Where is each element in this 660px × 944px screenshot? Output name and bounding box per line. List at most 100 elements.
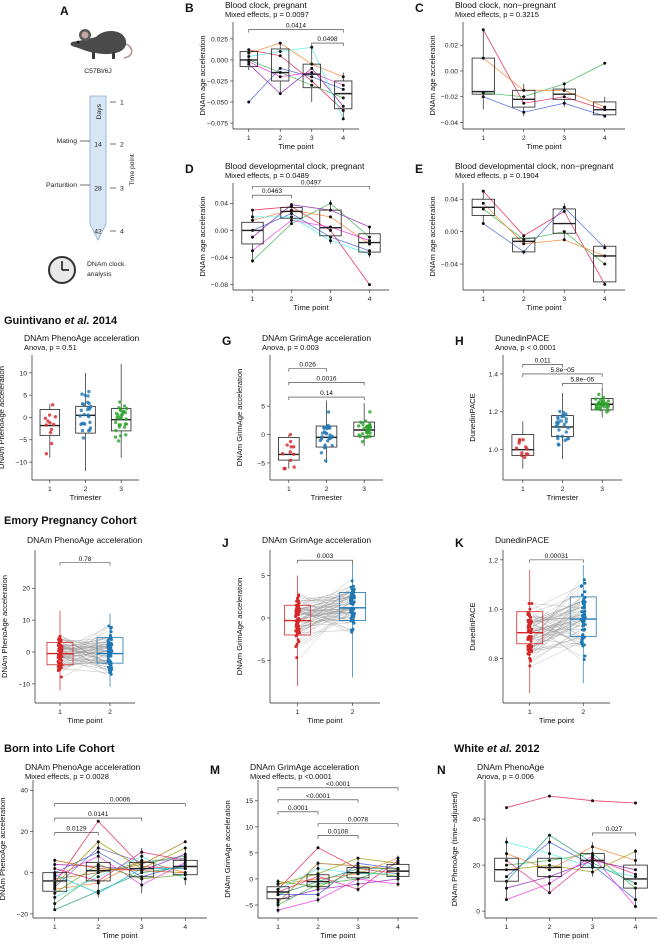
x-axis-label: Time point [320, 931, 356, 940]
data-point [522, 95, 526, 99]
data-point [526, 630, 530, 634]
paired-line [62, 637, 108, 652]
data-point [323, 445, 327, 449]
significance-bracket: 0.0108 [317, 829, 359, 839]
chart-title: DNAm GrimAge acceleration [250, 762, 359, 772]
data-point [505, 886, 508, 890]
data-point [341, 108, 345, 112]
data-point [310, 79, 314, 83]
bracket-line [277, 787, 399, 791]
chart-panel-e: E Blood developmental clock, non−pregnant… [415, 161, 625, 312]
panel-letter: K [455, 536, 464, 550]
data-point [251, 228, 254, 232]
x-axis-label: Time point [67, 716, 103, 725]
data-point [310, 71, 314, 75]
data-point [350, 630, 354, 634]
data-point [579, 584, 583, 588]
data-point [292, 465, 296, 469]
data-point [96, 850, 100, 854]
data-point [396, 861, 400, 865]
data-point [350, 579, 354, 583]
box-iqr [75, 405, 96, 434]
y-tick-label: 0.04 [445, 197, 458, 204]
data-point [109, 633, 113, 637]
data-point [601, 403, 605, 407]
data-point [505, 875, 508, 879]
bracket-label: 5.8e−05 [550, 367, 574, 374]
subject-trajectory [506, 841, 636, 900]
data-point [59, 639, 63, 643]
box-iqr [271, 48, 290, 82]
chart-title: DNAm GrimAge acceleration [262, 333, 371, 343]
x-tick-label: 1 [287, 486, 291, 493]
data-point [356, 864, 360, 868]
subject-trajectory [54, 851, 186, 878]
data-point [110, 667, 114, 671]
chart-panel-d: D Blood developmental clock, pregnantMixe… [185, 161, 389, 312]
data-point [117, 423, 121, 427]
bracket-label: 0.14 [320, 390, 333, 397]
bracket-label: 0.78 [79, 556, 92, 563]
data-point [319, 437, 324, 441]
data-point [316, 861, 320, 865]
data-point [247, 62, 251, 66]
y-tick-label: −0.075 [207, 121, 228, 128]
data-point [562, 205, 566, 209]
data-point [505, 859, 508, 862]
section-title-white: White et al. 2012 [454, 743, 540, 755]
x-tick-label: 3 [310, 135, 314, 142]
chart-panel-k: K DunedinPACE 1.2 1.0 0.8 1 2 Time point Dunedin… [455, 535, 610, 725]
box-iqr [319, 209, 342, 237]
data-point [109, 665, 113, 669]
bracket-line [288, 368, 327, 372]
y-tick-label: 0.04 [215, 201, 228, 208]
data-point [53, 891, 57, 895]
x-axis-label: Trimester [547, 493, 579, 502]
data-point [294, 614, 298, 618]
data-point [183, 873, 187, 877]
y-tick-label: 0.00 [445, 229, 458, 236]
significance-bracket: 0.011 [522, 357, 563, 368]
bracket-label: 0.0141 [88, 811, 109, 818]
paired-line [62, 643, 108, 653]
data-point [591, 845, 594, 849]
paired-line [62, 668, 108, 673]
data-point [85, 407, 90, 412]
data-point [606, 399, 611, 403]
data-point [80, 392, 84, 396]
box-iqr [353, 421, 375, 437]
data-point [285, 443, 289, 447]
data-point [481, 201, 485, 205]
data-point [316, 893, 320, 897]
x-tick-label: 2 [278, 135, 282, 142]
paired-line [532, 594, 581, 613]
subject-trajectory [252, 206, 370, 285]
data-point [591, 856, 594, 860]
paired-line [62, 661, 108, 670]
data-point [481, 207, 485, 211]
data-point [96, 867, 100, 871]
data-point [556, 422, 560, 426]
data-point [583, 600, 587, 604]
data-point [396, 882, 400, 886]
data-point [58, 657, 62, 661]
data-point [368, 249, 371, 253]
data-point [87, 389, 91, 394]
x-tick-label: 2 [316, 924, 320, 931]
subject-trajectory [506, 834, 636, 884]
data-point [351, 603, 355, 607]
data-point [505, 806, 508, 810]
paired-line [62, 646, 108, 652]
chart-title: DNAm PhenoAge [477, 762, 544, 772]
data-point [591, 854, 594, 858]
y-tick-label: −0.050 [207, 99, 228, 106]
significance-bracket: 5.8e−05 [522, 367, 603, 377]
data-point [53, 877, 57, 881]
subject-trajectory [54, 855, 186, 886]
significance-bracket: <0.0001 [277, 781, 399, 791]
paired-line [300, 622, 350, 627]
paired-line [300, 629, 350, 634]
significance-bracket: 0.78 [59, 556, 111, 566]
data-point [295, 608, 299, 612]
